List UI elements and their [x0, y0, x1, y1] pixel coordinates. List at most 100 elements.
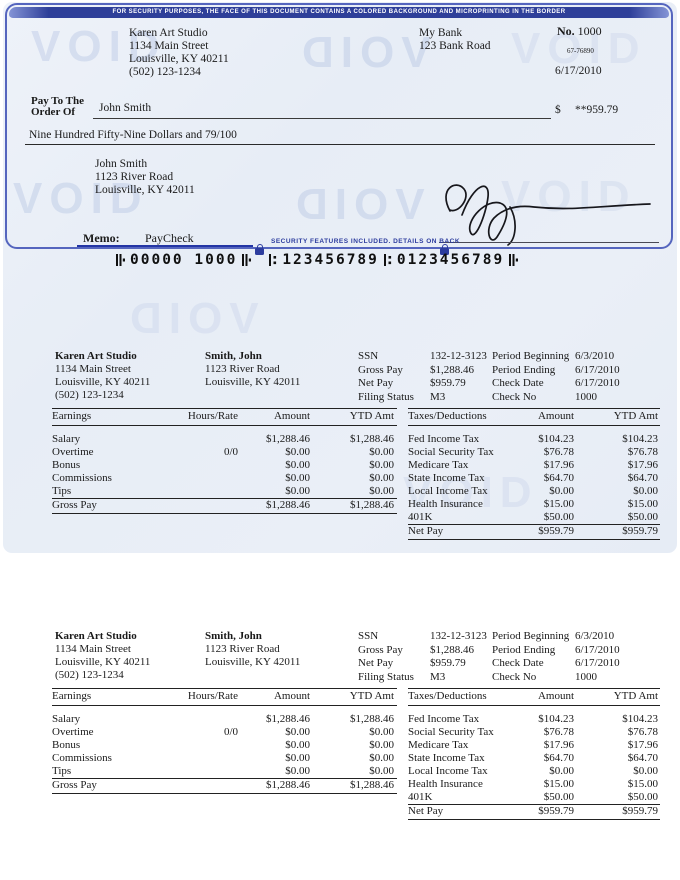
period-beginning-value: 6/3/2010 [575, 630, 615, 642]
earnings-header: Earnings [52, 410, 92, 422]
stub-company-block: Karen Art Studio 1134 Main Street Louisv… [55, 350, 150, 402]
stub-info-labels-right: Period Beginning Period Ending Check Dat… [492, 630, 569, 684]
deduction-row: Fed Income Tax $104.23 $104.23 [408, 713, 660, 726]
deduction-cell-amount: $50.00 [543, 511, 574, 523]
micr-onus-symbol [242, 253, 252, 267]
gross-pay-label: Gross Pay [358, 643, 403, 656]
earnings-cell-ytd: $0.00 [369, 726, 394, 738]
earnings-cell-label: Commissions [52, 472, 112, 484]
stub-company-phone: (502) 123-1234 [55, 669, 124, 681]
void-watermark: VOID [13, 174, 149, 223]
void-watermark: VOID [31, 22, 167, 71]
earnings-rows: Salary $1,288.46 $1,288.46 Overtime 0/0 … [52, 713, 397, 778]
earnings-cell-label: Tips [52, 485, 72, 497]
gross-pay-total-hours [182, 779, 244, 792]
stub-employee-city: Louisville, KY 42011 [205, 376, 301, 388]
earnings-cell-amount: $0.00 [285, 485, 310, 497]
deduction-cell-label: Local Income Tax [408, 485, 488, 497]
amount-words-line [25, 115, 655, 145]
earnings-cell-hours [182, 765, 244, 778]
earnings-row: Commissions $0.00 $0.00 [52, 472, 397, 485]
check-number-value: 1000 [577, 24, 602, 38]
earnings-cell-hours [182, 752, 244, 765]
earnings-cell-label: Salary [52, 713, 81, 725]
stub-info-labels-right: Period Beginning Period Ending Check Dat… [492, 350, 569, 404]
payee-address-street: 1123 River Road [95, 171, 174, 183]
deduction-cell-label: Medicare Tax [408, 739, 469, 751]
filing-status-value: M3 [430, 670, 446, 683]
deduction-cell-amount: $76.78 [543, 726, 574, 738]
earnings-cell-hours [182, 472, 244, 485]
earnings-cell-amount: $0.00 [285, 726, 310, 738]
net-pay-row: Net Pay $959.79 $959.79 [408, 524, 660, 540]
period-ending-value: 6/17/2010 [575, 363, 620, 376]
bank-block: My Bank 123 Bank Road [419, 27, 491, 53]
deduction-cell-label: Local Income Tax [408, 765, 488, 777]
dollar-sign: $ [555, 104, 561, 116]
net-pay-total-amount: $959.79 [538, 525, 574, 537]
deduction-cell-amount: $15.00 [543, 498, 574, 510]
deduction-cell-amount: $50.00 [543, 791, 574, 803]
earnings-cell-ytd: $0.00 [369, 765, 394, 777]
stub-info-labels-left: SSN Gross Pay Net Pay Filing Status [358, 350, 414, 404]
deduction-cell-ytd: $64.70 [627, 752, 658, 764]
deduction-row: Local Income Tax $0.00 $0.00 [408, 765, 660, 778]
check-date-label: Check Date [492, 657, 544, 669]
deduction-cell-ytd: $64.70 [627, 472, 658, 484]
company-street: 1134 Main Street [129, 40, 209, 52]
security-note: SECURITY FEATURES INCLUDED. DETAILS ON B… [271, 238, 461, 245]
pay-stub-bottom: Karen Art Studio 1134 Main Street Louisv… [0, 630, 680, 845]
earnings-cell-amount: $0.00 [285, 739, 310, 751]
stub-employee-city: Louisville, KY 42011 [205, 656, 301, 668]
deduction-cell-amount: $64.70 [543, 472, 574, 484]
memo-label: Memo: [83, 231, 120, 245]
earnings-row: Salary $1,288.46 $1,288.46 [52, 713, 397, 726]
check-date-value: 6/17/2010 [575, 657, 620, 669]
micr-onus-symbol [509, 253, 519, 267]
filing-status-label: Filing Status [358, 390, 414, 403]
deduction-cell-label: Health Insurance [408, 778, 483, 790]
gross-pay-row: Gross Pay $1,288.46 $1,288.46 [52, 498, 397, 514]
earnings-header: Earnings [52, 690, 92, 702]
amount-header: Amount [273, 410, 310, 422]
stub-company-phone: (502) 123-1234 [55, 389, 124, 401]
ssn-label: SSN [358, 630, 379, 642]
stub-employee-name: Smith, John [205, 630, 262, 642]
payee-name-line [93, 85, 551, 119]
gross-pay-total-amount: $1,288.46 [266, 499, 310, 511]
earnings-cell-label: Overtime [52, 726, 94, 738]
deduction-cell-ytd: $15.00 [627, 498, 658, 510]
amount-numeric: **959.79 [575, 104, 619, 116]
stub-employee-block: Smith, John 1123 River Road Louisville, … [205, 350, 300, 389]
earnings-cell-hours: 0/0 [223, 446, 238, 458]
period-ending-value: 6/17/2010 [575, 643, 620, 656]
stub-company-city: Louisville, KY 40211 [55, 376, 151, 388]
check-no-value: 1000 [575, 390, 597, 403]
check-date: 6/17/2010 [555, 65, 602, 77]
deduction-cell-ytd: $15.00 [627, 778, 658, 790]
signature [445, 184, 651, 246]
gross-pay-label: Gross Pay [358, 363, 403, 376]
void-watermark: VOID [403, 468, 539, 517]
pay-to-label: Pay To The Order Of [31, 96, 84, 118]
net-pay-value: $959.79 [430, 657, 466, 669]
ytd-amt-header: YTD Amt [613, 410, 658, 422]
check-number-label: No. [557, 24, 575, 38]
check-date-value: 6/17/2010 [575, 377, 620, 389]
earnings-cell-amount: $0.00 [285, 472, 310, 484]
void-watermark: VOID [511, 24, 647, 73]
deduction-cell-amount: $0.00 [549, 485, 574, 497]
deductions-table: Taxes/Deductions Amount YTD Amt Fed Inco… [408, 688, 660, 820]
deduction-cell-amount: $17.96 [543, 739, 574, 751]
earnings-cell-label: Overtime [52, 446, 94, 458]
stub-info-values-right: 6/3/2010 6/17/2010 6/17/2010 1000 [575, 630, 620, 684]
earnings-cell-ytd: $0.00 [369, 459, 394, 471]
company-phone: (502) 123-1234 [129, 66, 201, 78]
void-watermark: VOID [501, 172, 637, 221]
stub-employee-name: Smith, John [205, 350, 262, 362]
bank-fraction: 67-76890 [567, 47, 594, 55]
earnings-cell-amount: $0.00 [285, 752, 310, 764]
memo-value: PayCheck [145, 231, 194, 245]
deduction-cell-ytd: $76.78 [627, 726, 658, 738]
